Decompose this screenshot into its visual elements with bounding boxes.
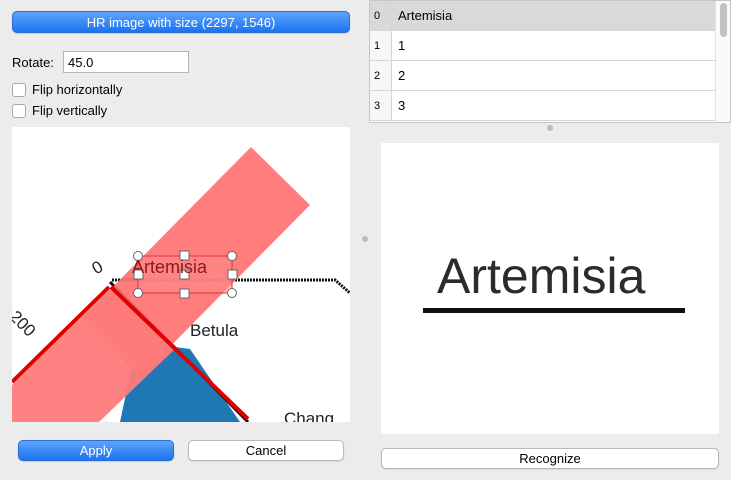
preview-panel: Artemisia (381, 143, 719, 434)
handle-e (227, 269, 238, 280)
flip-vertically-box[interactable] (12, 103, 26, 118)
handle-nw (133, 251, 143, 261)
cancel-button-label: Cancel (245, 443, 287, 458)
flip-vertically-checkbox[interactable]: Flip vertically (12, 103, 107, 118)
table-row[interactable]: 1 1 (370, 31, 716, 61)
handle-se (227, 288, 237, 298)
rotate-label: Rotate: (12, 55, 54, 70)
labels-table[interactable]: 0 Artemisia 1 1 2 2 3 3 (369, 0, 731, 123)
apply-button-label: Apply (79, 443, 113, 458)
handle-w (133, 269, 144, 280)
apply-button[interactable]: Apply (18, 440, 174, 461)
vertical-splitter-handle[interactable] (362, 236, 368, 242)
flip-horizontally-label: Flip horizontally (32, 82, 123, 97)
handle-center (179, 269, 190, 280)
horizontal-splitter-handle[interactable] (547, 125, 553, 131)
row-index: 3 (370, 91, 392, 120)
flip-horizontally-checkbox[interactable]: Flip horizontally (12, 82, 122, 97)
recognize-button[interactable]: Recognize (381, 448, 719, 469)
handle-n (179, 250, 190, 261)
table-row[interactable]: 3 3 (370, 91, 716, 121)
table-scrollbar[interactable] (715, 1, 730, 122)
table-row[interactable]: 0 Artemisia (370, 1, 716, 31)
table-scrollbar-thumb[interactable] (720, 3, 727, 37)
canvas-text-partial: Chang (284, 409, 335, 422)
red-edge-right (109, 285, 250, 421)
rotate-input[interactable]: 45.0 (63, 51, 189, 73)
row-value[interactable]: 2 (398, 68, 406, 83)
handle-sw (133, 288, 143, 298)
image-canvas[interactable]: Artemisia Betula 0 200 Chang (12, 127, 350, 422)
row-index: 2 (370, 61, 392, 90)
row-index: 0 (370, 1, 392, 30)
hr-image-button-label: HR image with size (2297, 1546) (86, 14, 276, 30)
rotate-value: 45.0 (68, 54, 94, 70)
row-value[interactable]: 1 (398, 38, 406, 53)
row-value[interactable]: Artemisia (398, 8, 453, 23)
handle-ne (227, 251, 237, 261)
cancel-button[interactable]: Cancel (188, 440, 344, 461)
row-index: 1 (370, 31, 392, 60)
canvas-selection-text: Artemisia (132, 257, 208, 277)
rotated-band-lower (12, 290, 175, 422)
red-edge-left (12, 285, 111, 384)
selection-handles (133, 250, 238, 299)
flip-horizontally-box[interactable] (12, 82, 26, 97)
handle-s (179, 288, 190, 299)
flip-vertically-label: Flip vertically (32, 103, 108, 118)
row-value[interactable]: 3 (398, 98, 406, 113)
table-row[interactable]: 2 2 (370, 61, 716, 91)
preview-text: Artemisia (437, 248, 646, 304)
recognize-button-label: Recognize (519, 451, 581, 466)
hr-image-button[interactable]: HR image with size (2297, 1546) (12, 11, 350, 33)
image-canvas-svg (12, 147, 350, 422)
canvas-text-betula: Betula (190, 321, 239, 340)
map-boundary-line (112, 278, 350, 295)
preview-underline (423, 308, 685, 313)
